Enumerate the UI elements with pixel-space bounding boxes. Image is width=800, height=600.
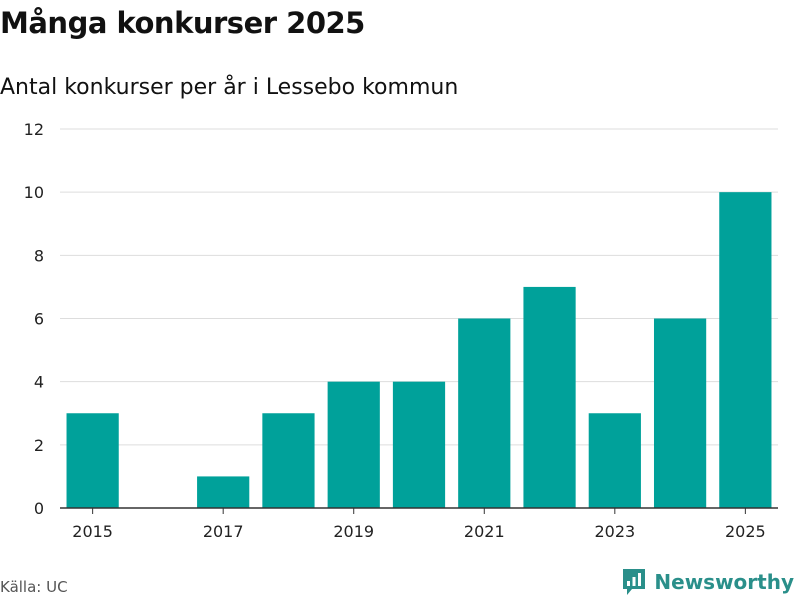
newsworthy-logo-icon	[623, 569, 646, 595]
bar-2021	[458, 318, 511, 508]
y-tick-label: 4	[34, 373, 44, 392]
x-tick-label: 2021	[464, 522, 505, 541]
chart-title: Många konkurser 2025	[0, 6, 365, 40]
bar-2018	[262, 413, 315, 508]
x-tick-label: 2023	[594, 522, 635, 541]
y-tick-label: 8	[34, 246, 44, 265]
x-tick-label: 2019	[333, 522, 374, 541]
bar-2024	[653, 318, 707, 508]
bar-2020	[392, 381, 446, 508]
x-tick-label: 2015	[72, 522, 113, 541]
y-tick-label: 10	[24, 183, 44, 202]
bar-2025	[719, 192, 772, 508]
y-tick-label: 2	[34, 436, 44, 455]
bar-2017	[197, 476, 250, 508]
bar-2019	[327, 381, 380, 508]
y-tick-label: 6	[34, 310, 44, 329]
chart-subtitle: Antal konkurser per år i Lessebo kommun	[0, 75, 459, 100]
y-tick-label: 12	[24, 120, 44, 139]
y-tick-label: 0	[34, 499, 44, 518]
bar-chart: 0 2 4 6 8 10 12 2015 2017 2019 2021 2023 2025	[24, 120, 778, 541]
bar-2022	[523, 286, 576, 508]
source-note: Källa: UC	[0, 578, 68, 596]
brand-name: Newsworthy	[654, 570, 794, 594]
bar-2015	[66, 413, 119, 508]
x-tick-label: 2017	[203, 522, 244, 541]
x-tick-label: 2025	[725, 522, 766, 541]
bar-2023	[588, 413, 641, 508]
brand-logo: Newsworthy	[622, 568, 794, 596]
